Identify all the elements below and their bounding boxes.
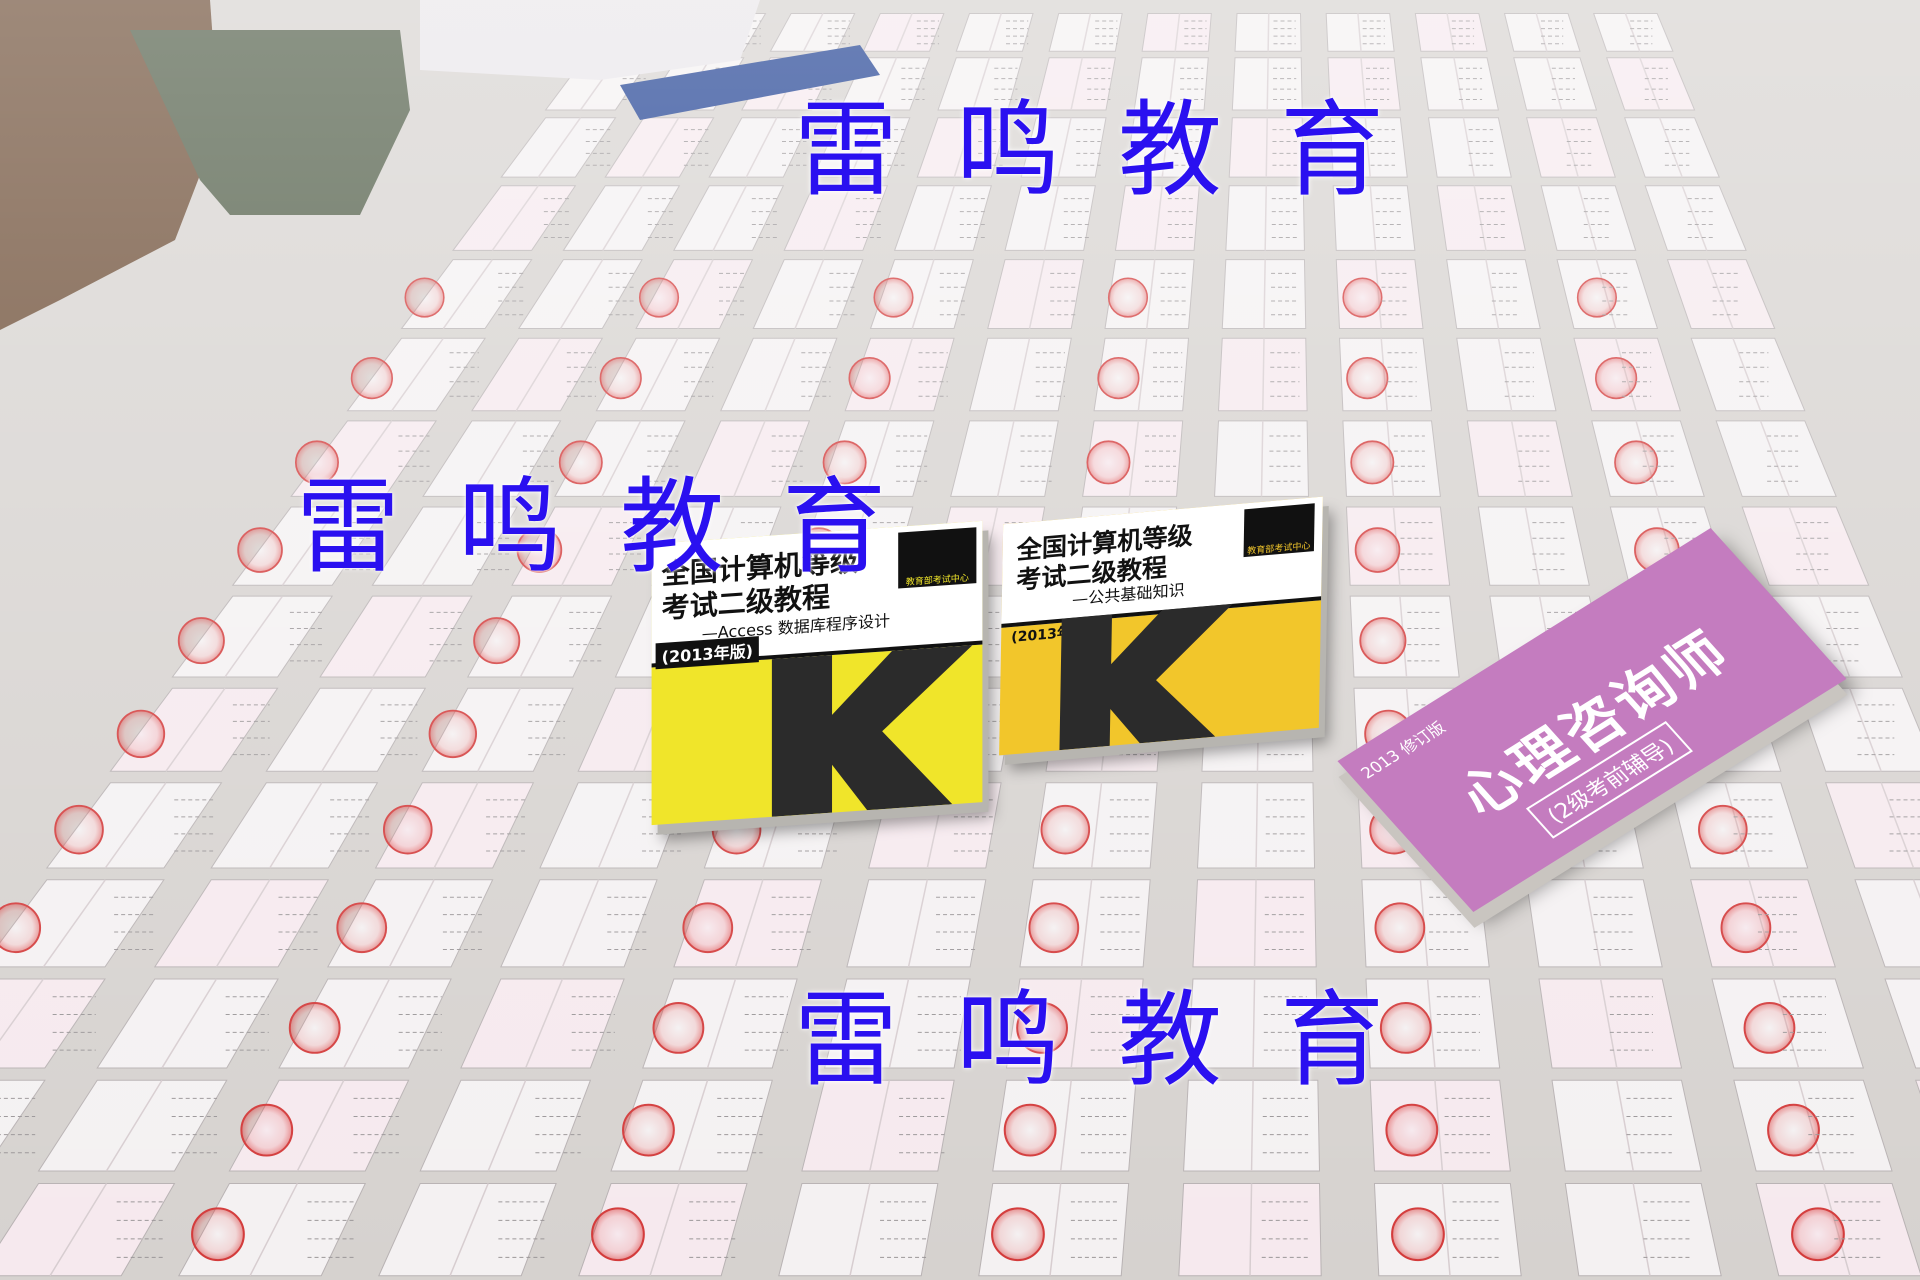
publisher-badge: 教育部考试中心 (1243, 503, 1315, 558)
k-logo-icon (771, 645, 973, 817)
watermark-middle: 雷鸣教育 (296, 466, 945, 588)
book-access: 全国计算机等级 考试二级教程 —Access 数据库程序设计 (2013年版) … (651, 520, 983, 826)
watermark-top: 雷鸣教育 (794, 89, 1443, 211)
k-logo-icon (1059, 603, 1233, 751)
book-public-basics: 全国计算机等级 考试二级教程 —公共基础知识 (2013年版) 教育部考试中心 (999, 496, 1323, 756)
watermark-bottom: 雷鸣教育 (794, 979, 1443, 1101)
